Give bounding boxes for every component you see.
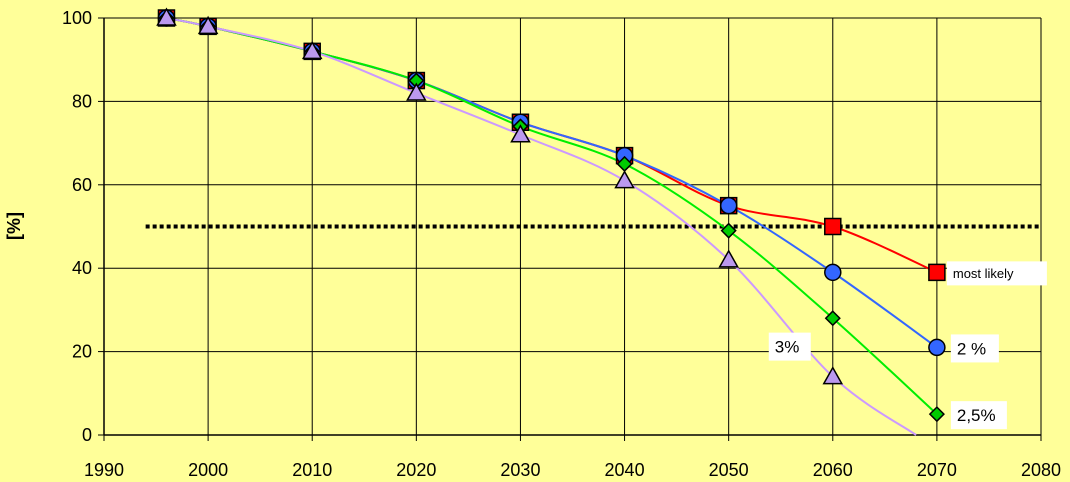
marker-3 (822, 366, 844, 385)
x-tick-label: 2060 (813, 460, 853, 480)
marker-2-5 (928, 406, 945, 423)
y-tick-label: 80 (72, 91, 92, 111)
marker-2 (928, 338, 946, 357)
marker-3 (614, 170, 635, 189)
x-tick-label: 1990 (84, 460, 124, 480)
y-tick-label: 0 (82, 425, 92, 445)
marker-3 (406, 82, 427, 101)
marker-2 (719, 196, 738, 215)
annotation-label: most likely (953, 266, 1014, 281)
axes (98, 17, 1042, 441)
y-tick-label: 40 (72, 258, 92, 278)
y-tick-label: 20 (72, 342, 92, 362)
marker-3 (718, 249, 739, 268)
annotation-box (950, 334, 999, 363)
annotation-label: 3% (775, 338, 800, 357)
x-tick-label: 2050 (709, 460, 749, 480)
marker-2-5 (720, 222, 737, 239)
annotation-label: 2 % (957, 339, 986, 358)
marker-2 (824, 263, 842, 282)
x-tick-label: 2010 (292, 460, 332, 480)
marker-3 (156, 7, 177, 26)
y-tick-label: 100 (62, 8, 92, 28)
annotation-box (768, 332, 811, 361)
annotation-box (950, 401, 1007, 430)
marker-3 (510, 124, 531, 143)
x-tick-label: 2040 (605, 460, 645, 480)
marker-most-likely (824, 217, 842, 236)
series-markers (156, 7, 946, 423)
y-axis-label: [%] (4, 212, 24, 240)
x-tick-label: 2080 (1021, 460, 1061, 480)
tick-labels: 1990 2000 2010 2020 2030 2040 2050 2060 2070 2080… (62, 8, 1061, 480)
annotation-label: 2,5% (957, 406, 996, 425)
y-tick-label: 60 (72, 175, 92, 195)
marker-3 (197, 15, 219, 35)
annotation-box (946, 261, 1047, 286)
x-tick-label: 2000 (188, 460, 228, 480)
x-tick-label: 2030 (500, 460, 540, 480)
marker-most-likely (928, 263, 946, 282)
annotations: most likely 2 % 2,5% 3% (768, 261, 1047, 430)
x-tick-label: 2020 (396, 460, 436, 480)
marker-3 (301, 40, 323, 60)
marker-2-5 (824, 310, 841, 327)
x-tick-label: 2070 (917, 460, 957, 480)
